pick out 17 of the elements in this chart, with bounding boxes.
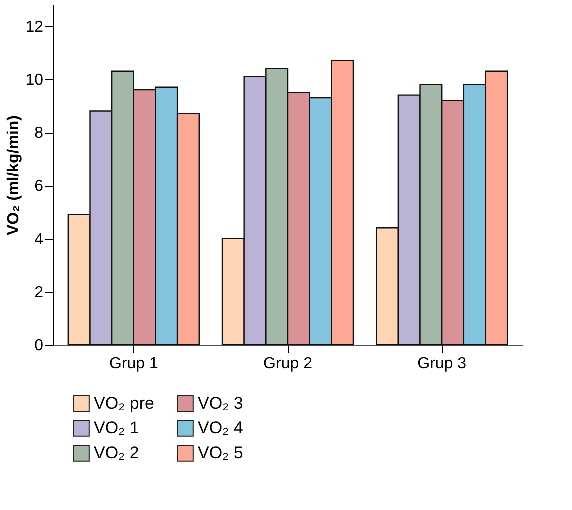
y-tick-label: 8 — [34, 125, 44, 142]
y-axis-title: VO₂ (ml/kg/min) — [6, 115, 23, 236]
x-tick-label: Grup 2 — [264, 356, 313, 372]
legend-label: VO₂ 3 — [198, 394, 244, 413]
y-tick-label: 10 — [26, 72, 44, 89]
legend-label: VO₂ 5 — [198, 444, 244, 462]
legend-label: VO₂ 4 — [198, 418, 244, 438]
y-tick-label: 4 — [34, 231, 44, 248]
y-tick-label: 0 — [34, 338, 44, 354]
x-tick-label: Grup 3 — [418, 356, 467, 372]
legend-label: VO₂ 2 — [94, 444, 140, 462]
y-tick-label: 2 — [34, 284, 44, 302]
legend-label: VO₂ pre — [94, 394, 154, 413]
y-tick-label: 12 — [26, 18, 44, 36]
x-tick-label: Grup 1 — [109, 356, 158, 372]
y-tick-label: 6 — [34, 178, 44, 196]
legend-label: VO₂ 1 — [94, 418, 140, 438]
